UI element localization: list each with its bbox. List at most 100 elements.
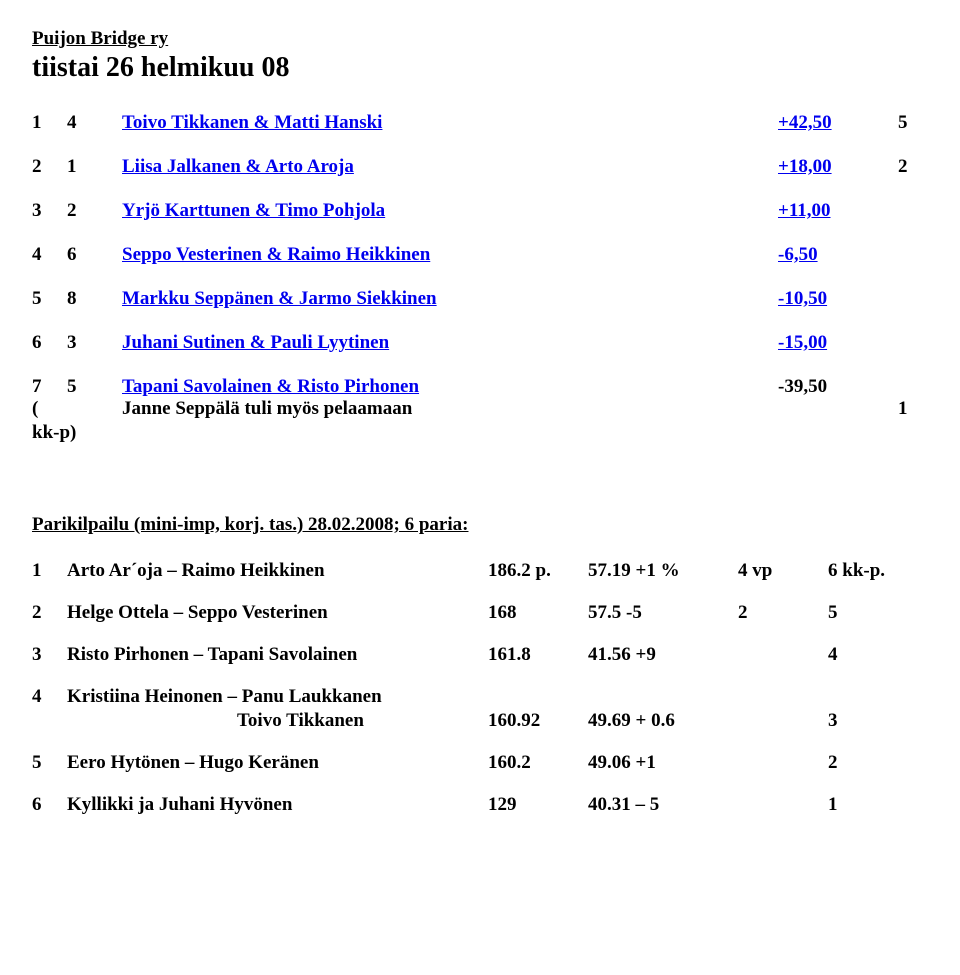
score-link[interactable]: +18,00 — [778, 156, 832, 177]
lower-row: 5 Eero Hytönen – Hugo Keränen 160.2 49.0… — [32, 752, 928, 774]
lower-row: 6 Kyllikki ja Juhani Hyvönen 129 40.31 –… — [32, 794, 928, 816]
pair-link[interactable]: Tapani Savolainen & Risto Pirhonen — [122, 376, 419, 397]
kk: 4 — [828, 644, 928, 666]
names: Eero Hytönen – Hugo Keränen — [67, 752, 488, 774]
pair-names: Seppo Vesterinen & Raimo Heikkinen — [122, 244, 778, 266]
lower-row-sub: Toivo Tikkanen 160.92 49.69 + 0.6 3 — [32, 710, 928, 732]
score: -39,50 — [778, 376, 898, 398]
pair-names: Juhani Sutinen & Pauli Lyytinen — [122, 332, 778, 354]
pair-num: 4 — [67, 112, 122, 134]
result-row: 7 5 Tapani Savolainen & Risto Pirhonen -… — [32, 376, 928, 398]
rank: 5 — [32, 288, 67, 310]
names: Kristiina Heinonen – Panu Laukkanen — [67, 686, 488, 708]
pts: 160.2 — [488, 752, 588, 774]
pts: 161.8 — [488, 644, 588, 666]
pair-names: Toivo Tikkanen & Matti Hanski — [122, 112, 778, 134]
pair-link[interactable]: Yrjö Karttunen & Timo Pohjola — [122, 200, 385, 221]
pair-link[interactable]: Juhani Sutinen & Pauli Lyytinen — [122, 332, 389, 353]
pts: 129 — [488, 794, 588, 816]
score: +18,00 — [778, 156, 898, 178]
points: 2 — [898, 156, 928, 178]
lower-results: 1 Arto Ar´oja – Raimo Heikkinen 186.2 p.… — [32, 560, 928, 816]
result-row: 5 8 Markku Seppänen & Jarmo Siekkinen -1… — [32, 288, 928, 310]
pair-link[interactable]: Seppo Vesterinen & Raimo Heikkinen — [122, 244, 430, 265]
score-link[interactable]: -6,50 — [778, 244, 818, 265]
kk: 2 — [828, 752, 928, 774]
upper-results: 1 4 Toivo Tikkanen & Matti Hanski +42,50… — [32, 112, 928, 444]
lower-row: 3 Risto Pirhonen – Tapani Savolainen 161… — [32, 644, 928, 666]
kk: 1 — [828, 794, 928, 816]
footnote-kkp: kk-p) — [32, 422, 928, 444]
club-name: Puijon Bridge ry — [32, 28, 928, 50]
pct: 49.69 + 0.6 — [588, 710, 738, 732]
kk: 5 — [828, 602, 928, 624]
rank: 6 — [32, 332, 67, 354]
lower-row: 2 Helge Ottela – Seppo Vesterinen 168 57… — [32, 602, 928, 624]
pair-link[interactable]: Markku Seppänen & Jarmo Siekkinen — [122, 288, 437, 309]
score-link[interactable]: -15,00 — [778, 332, 827, 353]
section-title: Parikilpailu (mini-imp, korj. tas.) 28.0… — [32, 514, 928, 536]
pair-link[interactable]: Liisa Jalkanen & Arto Aroja — [122, 156, 354, 177]
kk: 3 — [828, 710, 928, 732]
lower-row: 1 Arto Ar´oja – Raimo Heikkinen 186.2 p.… — [32, 560, 928, 582]
score: -10,50 — [778, 288, 898, 310]
vp: 4 vp — [738, 560, 828, 582]
pair-num: 8 — [67, 288, 122, 310]
rank: 2 — [32, 156, 67, 178]
pct: 41.56 +9 — [588, 644, 738, 666]
names: Risto Pirhonen – Tapani Savolainen — [67, 644, 488, 666]
rank: 4 — [32, 686, 67, 708]
score: +42,50 — [778, 112, 898, 134]
rank: 4 — [32, 244, 67, 266]
score-link[interactable]: +42,50 — [778, 112, 832, 133]
pts: 186.2 p. — [488, 560, 588, 582]
rank: 3 — [32, 644, 67, 666]
pct: 57.5 -5 — [588, 602, 738, 624]
result-row: 4 6 Seppo Vesterinen & Raimo Heikkinen -… — [32, 244, 928, 266]
result-row: 6 3 Juhani Sutinen & Pauli Lyytinen -15,… — [32, 332, 928, 354]
rank: 5 — [32, 752, 67, 774]
pct: 57.19 +1 % — [588, 560, 738, 582]
footnote-text: Janne Seppälä tuli myös pelaamaan — [122, 398, 778, 420]
rank: 3 — [32, 200, 67, 222]
score: -6,50 — [778, 244, 898, 266]
score: +11,00 — [778, 200, 898, 222]
vp: 2 — [738, 602, 828, 624]
score-link[interactable]: -10,50 — [778, 288, 827, 309]
kk: 6 kk-p. — [828, 560, 928, 582]
sub-name: Toivo Tikkanen — [67, 710, 488, 732]
pair-num: 3 — [67, 332, 122, 354]
result-row: 1 4 Toivo Tikkanen & Matti Hanski +42,50… — [32, 112, 928, 134]
pair-link[interactable]: Toivo Tikkanen & Matti Hanski — [122, 112, 382, 133]
names: Helge Ottela – Seppo Vesterinen — [67, 602, 488, 624]
pts: 160.92 — [488, 710, 588, 732]
pct: 49.06 +1 — [588, 752, 738, 774]
lower-row: 4 Kristiina Heinonen – Panu Laukkanen — [32, 686, 928, 708]
pair-num: 5 — [67, 376, 122, 398]
names: Kyllikki ja Juhani Hyvönen — [67, 794, 488, 816]
pts: 168 — [488, 602, 588, 624]
points: 5 — [898, 112, 928, 134]
event-date-title: tiistai 26 helmikuu 08 — [32, 52, 928, 84]
score: -15,00 — [778, 332, 898, 354]
rank: 2 — [32, 602, 67, 624]
pair-num: 2 — [67, 200, 122, 222]
result-row: 2 1 Liisa Jalkanen & Arto Aroja +18,00 2 — [32, 156, 928, 178]
footnote-points: 1 — [898, 398, 928, 420]
rank: 1 — [32, 112, 67, 134]
pct: 40.31 – 5 — [588, 794, 738, 816]
rank: 6 — [32, 794, 67, 816]
score-link[interactable]: +11,00 — [778, 200, 831, 221]
names: Arto Ar´oja – Raimo Heikkinen — [67, 560, 488, 582]
pair-num: 6 — [67, 244, 122, 266]
pair-names: Tapani Savolainen & Risto Pirhonen — [122, 376, 778, 398]
pair-names: Liisa Jalkanen & Arto Aroja — [122, 156, 778, 178]
footnote-paren: ( — [32, 398, 67, 420]
pair-names: Markku Seppänen & Jarmo Siekkinen — [122, 288, 778, 310]
result-row: 3 2 Yrjö Karttunen & Timo Pohjola +11,00 — [32, 200, 928, 222]
pair-num: 1 — [67, 156, 122, 178]
footnote-row: ( Janne Seppälä tuli myös pelaamaan 1 — [32, 398, 928, 420]
rank: 1 — [32, 560, 67, 582]
rank: 7 — [32, 376, 67, 398]
pair-names: Yrjö Karttunen & Timo Pohjola — [122, 200, 778, 222]
